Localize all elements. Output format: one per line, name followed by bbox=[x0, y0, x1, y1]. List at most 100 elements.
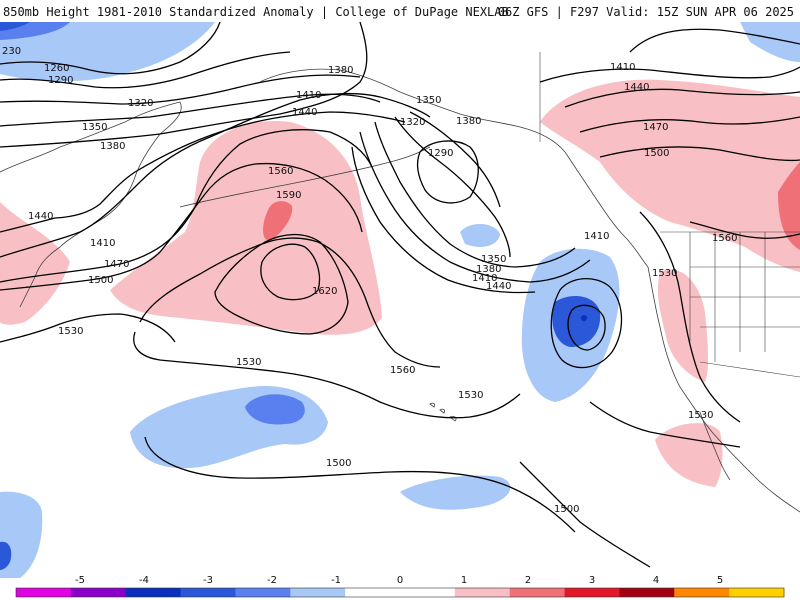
contour-label: 1530 bbox=[688, 410, 713, 421]
baja-coast bbox=[699, 411, 731, 481]
height-contours bbox=[0, 22, 800, 568]
contour-1560-east bbox=[689, 221, 800, 239]
colorbar-outline bbox=[15, 587, 785, 598]
contour-offshore-low bbox=[550, 278, 623, 369]
contour-label: 1290 bbox=[428, 148, 453, 159]
neg-anomaly-subtropic bbox=[130, 386, 328, 469]
contour-label: 1380 bbox=[100, 141, 125, 152]
alaska-coast bbox=[259, 68, 649, 268]
contour-1470 bbox=[0, 129, 373, 283]
contour-1530-east bbox=[639, 211, 741, 423]
contour-label: 1500 bbox=[88, 275, 113, 286]
contour-1290-low bbox=[416, 140, 479, 204]
contour-label: 1500 bbox=[554, 504, 579, 515]
contour-label: 1260 bbox=[44, 63, 69, 74]
contour-offshore-low-inner bbox=[567, 304, 606, 351]
contour-label: 1380 bbox=[328, 65, 353, 76]
colorbar-swatches bbox=[15, 587, 785, 598]
contour-1500-east bbox=[599, 146, 800, 162]
colorbar-tick-label: 1 bbox=[461, 575, 467, 586]
pos-anomaly-mexico bbox=[655, 423, 723, 487]
pos-anomaly-northeast bbox=[540, 79, 800, 272]
colorbar-swatch bbox=[235, 588, 291, 597]
pos-anomaly-west bbox=[0, 202, 70, 325]
colorbar-swatch bbox=[400, 588, 456, 597]
contour-label: 1320 bbox=[128, 98, 153, 109]
contour-label: 1410 bbox=[472, 273, 497, 284]
neg-anomaly-small bbox=[460, 223, 500, 247]
contour-1530-west bbox=[0, 313, 176, 343]
contour-1440-trough bbox=[351, 146, 536, 294]
colorbar-tick-labels: -5 -4 -3 -2 -1 0 1 2 3 4 5 bbox=[75, 575, 723, 586]
north-america-coast bbox=[647, 266, 800, 513]
contour-label: 1560 bbox=[712, 233, 737, 244]
map-header: 850mb Height 1981-2010 Standardized Anom… bbox=[0, 0, 800, 22]
low-center-marker bbox=[581, 315, 587, 321]
contour-label: 1530 bbox=[652, 268, 677, 279]
colorbar-tick-label: -5 bbox=[75, 575, 85, 586]
contour-label: 1320 bbox=[400, 117, 425, 128]
contour-label: 1620 bbox=[312, 286, 337, 297]
contour-label: 1470 bbox=[643, 122, 668, 133]
contour-1410 bbox=[0, 92, 431, 258]
neg-anomaly-subtropic-core bbox=[245, 394, 305, 425]
neg-anomaly-nw bbox=[0, 22, 215, 82]
contour-label: 1350 bbox=[481, 254, 506, 265]
colorbar-swatch bbox=[619, 588, 675, 597]
contour-label: 1590 bbox=[276, 190, 301, 201]
contour-label: 1440 bbox=[624, 82, 649, 93]
anomaly-shading bbox=[0, 22, 800, 578]
contour-1500-south bbox=[144, 436, 576, 533]
contour-label: 230 bbox=[2, 46, 21, 57]
colorbar-tick-label: 5 bbox=[717, 575, 723, 586]
contour-label: 1350 bbox=[82, 122, 107, 133]
colorbar-tick-label: 4 bbox=[653, 575, 659, 586]
colorbar-swatch bbox=[564, 588, 620, 597]
contour-label: 1500 bbox=[326, 458, 351, 469]
colorbar-tick-label: -4 bbox=[139, 575, 149, 586]
contour-label: 1500 bbox=[644, 148, 669, 159]
anomaly-map: 230 1260 1290 1320 1350 1380 1410 1440 1… bbox=[0, 22, 800, 578]
colorbar-swatch bbox=[180, 588, 236, 597]
anomaly-colorbar: -5 -4 -3 -2 -1 0 1 2 3 4 5 bbox=[0, 572, 800, 600]
colorbar-swatch bbox=[509, 588, 566, 597]
contour-label: 1380 bbox=[456, 116, 481, 127]
contour-1440 bbox=[0, 111, 406, 233]
colorbar-swatch bbox=[125, 588, 182, 597]
contour-1350 bbox=[0, 93, 381, 127]
contour-label: 1560 bbox=[268, 166, 293, 177]
neg-anomaly-low-core bbox=[552, 296, 601, 347]
contour-1290 bbox=[0, 51, 291, 89]
contour-1320 bbox=[0, 74, 361, 105]
contour-1440-east bbox=[564, 88, 800, 108]
colorbar-graphic: -5 -4 -3 -2 -1 0 1 2 3 4 5 bbox=[15, 575, 785, 598]
aleutian-chain bbox=[179, 146, 431, 208]
contour-label: 1470 bbox=[104, 259, 129, 270]
pos-anomaly-ridge bbox=[110, 121, 382, 335]
colorbar-tick-label: -3 bbox=[203, 575, 213, 586]
contour-label: 1290 bbox=[48, 75, 73, 86]
contour-1530-mexico bbox=[589, 401, 741, 448]
contour-label: 1410 bbox=[296, 90, 321, 101]
contour-label: 1440 bbox=[292, 107, 317, 118]
colorbar-swatch bbox=[729, 588, 785, 597]
contour-1470-east bbox=[579, 116, 800, 133]
contour-1620 bbox=[260, 243, 321, 301]
pos-anomaly-west-us bbox=[657, 269, 709, 382]
us-state-lines bbox=[689, 232, 800, 362]
contour-1590 bbox=[214, 233, 349, 335]
colorbar-tick-label: 3 bbox=[589, 575, 595, 586]
map-title: 850mb Height 1981-2010 Standardized Anom… bbox=[3, 5, 509, 19]
contour-1560 bbox=[139, 237, 441, 368]
pos-anomaly-northeast-core bbox=[778, 162, 800, 250]
colorbar-swatch bbox=[70, 588, 127, 597]
model-run-info: 06Z GFS | F297 Valid: 15Z SUN APR 06 202… bbox=[497, 5, 794, 19]
contour-1380-west bbox=[0, 22, 368, 148]
map-panel: 230 1260 1290 1320 1350 1380 1410 1440 1… bbox=[0, 22, 800, 578]
contour-label: 1380 bbox=[476, 264, 501, 275]
contour-label: 1530 bbox=[58, 326, 83, 337]
us-mexico-border bbox=[699, 361, 800, 378]
asia-coast bbox=[0, 101, 182, 308]
contour-1530-main bbox=[133, 331, 521, 419]
colorbar-swatch bbox=[345, 588, 401, 597]
